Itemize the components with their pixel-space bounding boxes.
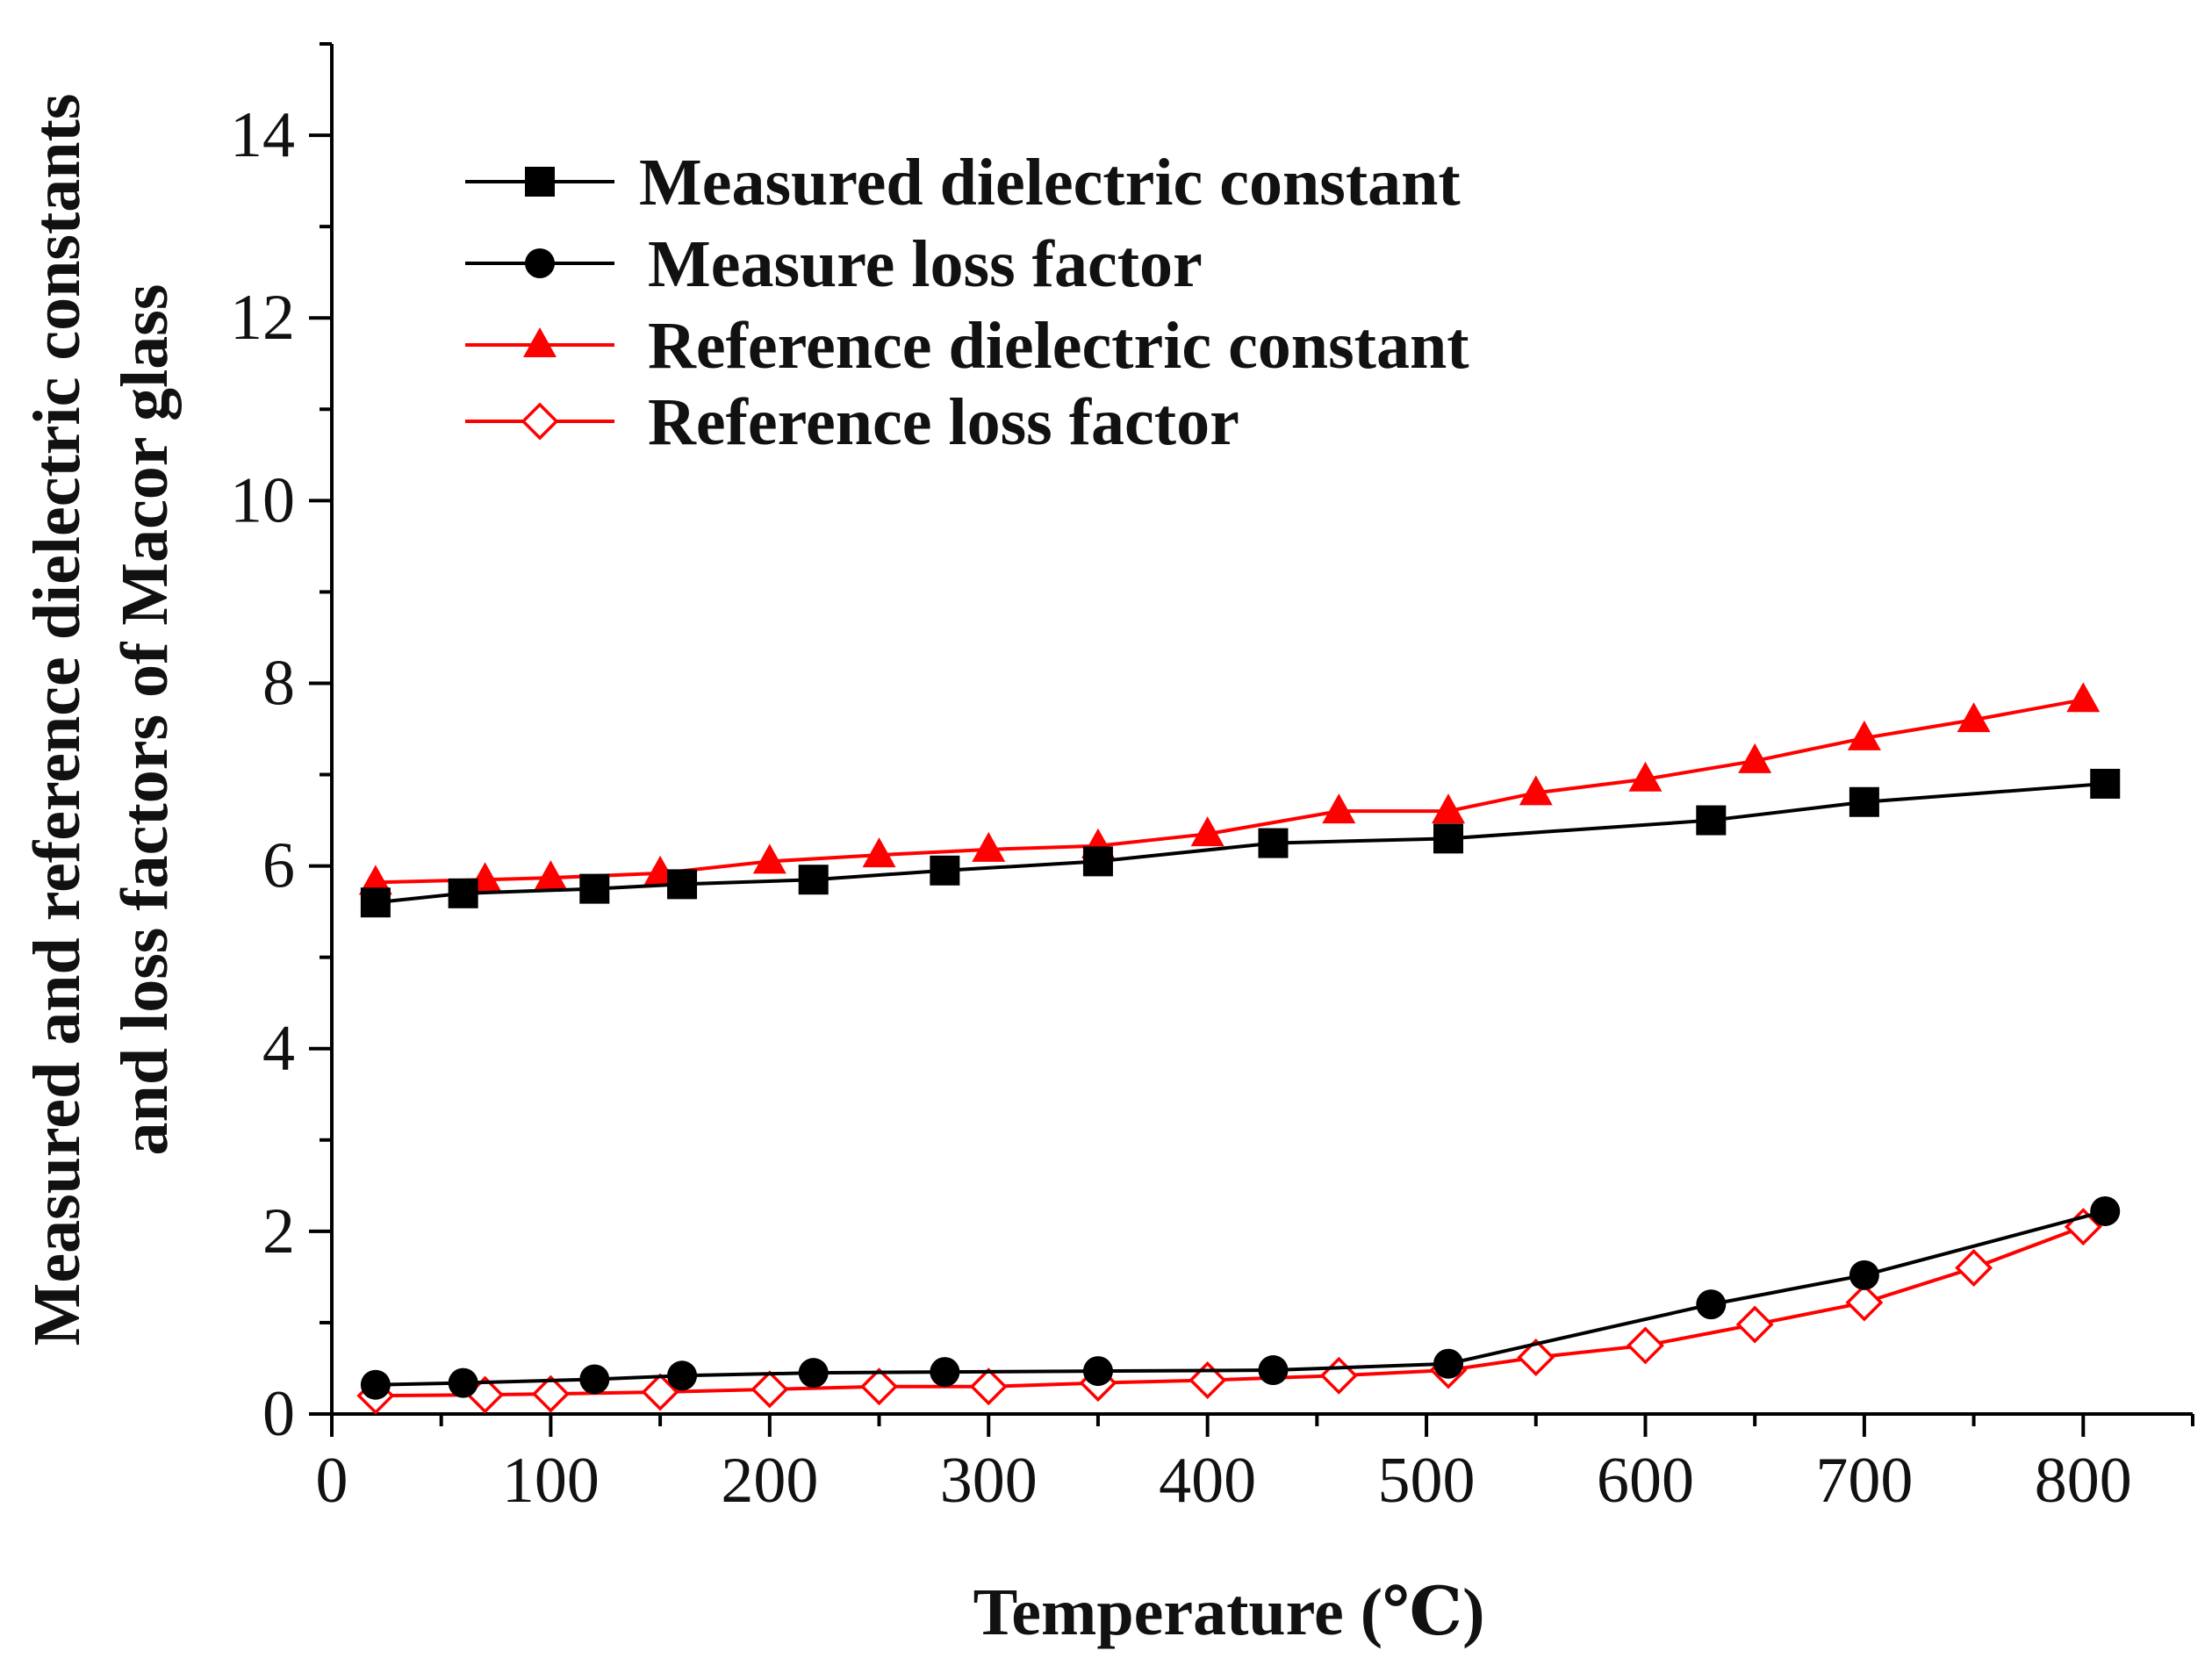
data-point — [1319, 1356, 1358, 1395]
x-axis-title: Temperature (℃) — [973, 1575, 1485, 1649]
data-point — [531, 1374, 570, 1413]
axes-layer: 0 100 200 300 400 500 600 700 800 0 2 4 6 8 10 12 14 — [230, 42, 2194, 1517]
y-tick-label: 10 — [230, 464, 295, 536]
legend-label: Measured dielectric constant — [639, 146, 1461, 219]
legend-label: Reference loss factor — [648, 385, 1239, 459]
data-point — [360, 887, 391, 918]
x-tick-label: 800 — [2035, 1445, 2132, 1517]
y-axis-title-line-2: and loss factors of Macor glass — [108, 284, 182, 1156]
data-point — [2090, 1195, 2121, 1226]
y-tick-label: 12 — [230, 282, 295, 354]
y-axis-title-line-1: Measured and reference dielectric consta… — [20, 94, 94, 1346]
y-tick-label: 2 — [262, 1195, 295, 1267]
data-point — [448, 1367, 478, 1398]
data-point — [1082, 1356, 1113, 1387]
legend-item: Reference loss factor — [465, 385, 1239, 459]
series-measured-dielectric-constant — [360, 768, 2121, 918]
data-point — [360, 1369, 391, 1400]
data-point — [1849, 786, 1879, 817]
legend-label: Measure loss factor — [648, 227, 1203, 301]
data-point — [798, 865, 829, 895]
data-point — [1847, 720, 1881, 750]
data-point — [667, 869, 698, 900]
data-point — [1626, 1326, 1664, 1365]
data-point — [1738, 743, 1772, 773]
data-point — [358, 865, 392, 895]
data-point — [1957, 702, 1991, 733]
data-point — [1735, 1305, 1774, 1344]
data-point — [1189, 1361, 1227, 1399]
data-point — [667, 1360, 698, 1391]
legend-marker — [525, 248, 555, 278]
data-point — [1433, 823, 1463, 854]
data-point — [2090, 768, 2121, 799]
x-tick-label: 500 — [1378, 1445, 1476, 1517]
legend-marker — [525, 167, 555, 197]
data-point — [1433, 1348, 1463, 1379]
legend-item: Measure loss factor — [465, 227, 1203, 301]
x-tick-label: 300 — [940, 1445, 1038, 1517]
legend: Measured dielectric constant Measure loss… — [465, 146, 1469, 459]
data-point — [2066, 682, 2101, 713]
x-tick-label: 0 — [316, 1445, 348, 1517]
data-point — [860, 1367, 899, 1406]
series-line — [375, 698, 2084, 885]
data-point — [862, 837, 896, 868]
legend-marker — [523, 327, 557, 357]
y-tick-label: 4 — [262, 1013, 295, 1085]
data-point — [1432, 793, 1465, 824]
data-point — [1696, 805, 1727, 836]
series-line — [375, 781, 2106, 905]
data-point — [1845, 1283, 1884, 1322]
data-point — [1517, 1339, 1555, 1376]
x-tick-label: 700 — [1815, 1445, 1913, 1517]
data-point — [1519, 775, 1553, 806]
x-tick-label: 100 — [502, 1445, 600, 1517]
legend-label: Reference dielectric constant — [648, 309, 1469, 383]
data-point — [1628, 761, 1663, 792]
data-point — [534, 860, 568, 891]
legend-item: Measured dielectric constant — [465, 146, 1461, 219]
series-line — [375, 1209, 2106, 1387]
data-point — [1258, 1355, 1289, 1386]
data-point — [1955, 1249, 1993, 1287]
y-tick-label: 8 — [262, 647, 295, 719]
y-tick-label: 6 — [262, 830, 295, 902]
legend-marker — [521, 402, 559, 441]
data-point — [930, 855, 960, 886]
data-point — [798, 1358, 829, 1389]
series-measure-loss-factor — [360, 1195, 2121, 1400]
data-point — [930, 1357, 960, 1388]
series-reference-dielectric-constant — [358, 682, 2101, 895]
data-point — [1258, 828, 1289, 858]
data-point — [1849, 1260, 1879, 1290]
data-point — [1322, 793, 1356, 824]
y-tick-label: 0 — [262, 1378, 295, 1450]
data-point — [448, 878, 478, 908]
series-layer — [356, 682, 2121, 1415]
data-point — [1190, 816, 1224, 847]
data-point — [972, 831, 1006, 862]
series-reference-loss-factor — [356, 1208, 2102, 1415]
data-point — [579, 1364, 610, 1395]
data-point — [579, 873, 610, 904]
data-point — [641, 1373, 679, 1411]
x-tick-label: 400 — [1159, 1445, 1256, 1517]
data-point — [969, 1367, 1008, 1406]
data-point — [752, 843, 786, 874]
data-point — [750, 1370, 789, 1409]
x-tick-label: 200 — [721, 1445, 818, 1517]
x-tick-label: 600 — [1597, 1445, 1694, 1517]
y-tick-label: 14 — [230, 99, 295, 171]
legend-item: Reference dielectric constant — [465, 309, 1469, 383]
data-point — [1696, 1289, 1727, 1320]
data-point — [1082, 846, 1113, 877]
